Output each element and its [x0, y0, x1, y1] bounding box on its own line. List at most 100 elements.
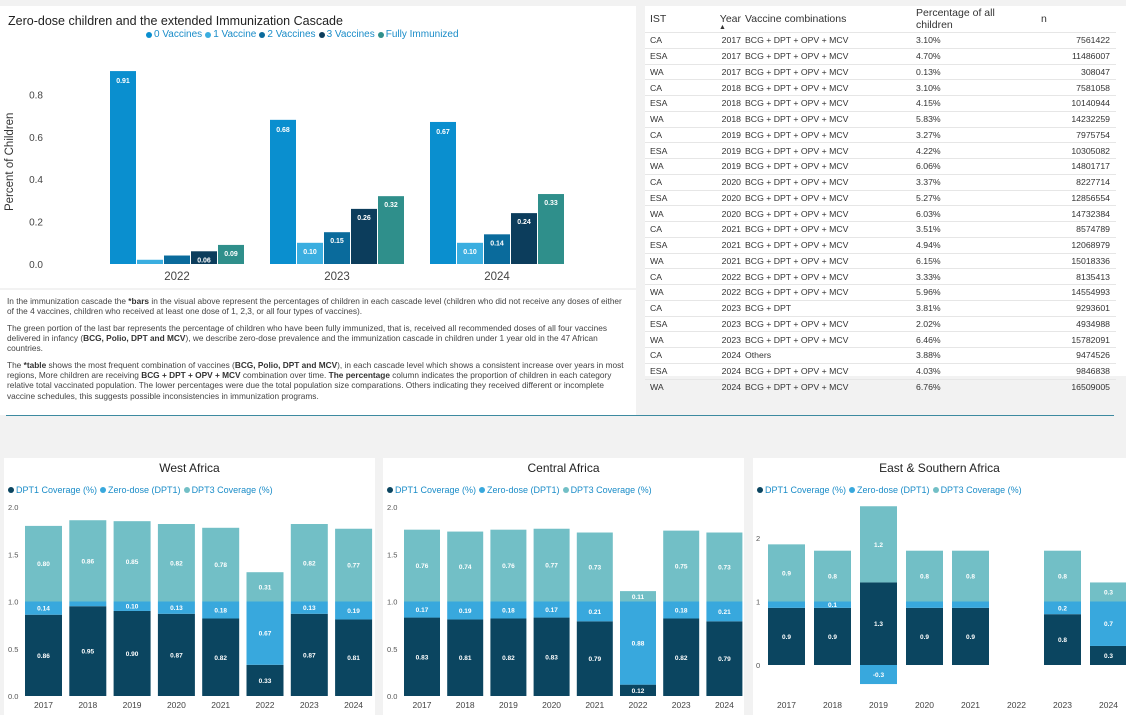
bar-0-vaccines	[110, 71, 136, 264]
legend-0-vaccines[interactable]: 0 Vaccines	[146, 29, 202, 40]
table-row[interactable]: ESA 2024 BCG + DPT + OPV + MCV 4.03% 9846838	[645, 362, 1116, 379]
stacked-bar-zero-dose	[69, 601, 107, 607]
stacked-bar-dpt1	[1044, 614, 1081, 665]
column-header-vaccine-combinations[interactable]: Vaccine combinations	[745, 13, 847, 25]
x-tick-label: 2018	[456, 700, 475, 710]
table-cell: BCG + DPT + OPV + MCV	[745, 252, 916, 269]
vaccine-table-panel: IST Year ▲ Vaccine combinations Percentag…	[645, 6, 1126, 395]
legend-3-vaccines[interactable]: 3 Vaccines	[318, 29, 375, 40]
table-row[interactable]: WA 2023 BCG + DPT + OPV + MCV 6.46% 15782091	[645, 331, 1116, 348]
table-row[interactable]: ESA 2020 BCG + DPT + OPV + MCV 5.27% 1285655…	[645, 189, 1116, 206]
stacked-bar-dpt3	[533, 528, 570, 602]
table-row[interactable]: CA 2021 BCG + DPT + OPV + MCV 3.51% 8574789	[645, 221, 1116, 238]
stacked-bar-zero-dose	[860, 665, 897, 685]
table-cell: WA	[645, 378, 716, 395]
table-row[interactable]: CA 2023 BCG + DPT 3.81% 9293601	[645, 299, 1116, 316]
table-cell: 6.46%	[916, 331, 1031, 348]
table-row[interactable]: WA 2019 BCG + DPT + OPV + MCV 6.06% 14801717	[645, 158, 1116, 175]
legend-dpt3-coverage[interactable]: DPT3 Coverage (%)	[562, 485, 652, 495]
table-row[interactable]: ESA 2021 BCG + DPT + OPV + MCV 4.94% 1206897…	[645, 236, 1116, 253]
legend-zero-dose[interactable]: Zero-dose (DPT1)	[479, 485, 560, 495]
table-cell: 2021	[716, 252, 745, 269]
stacked-bar-dpt1	[335, 619, 373, 696]
table-row[interactable]: ESA 2017 BCG + DPT + OPV + MCV 4.70% 1148600…	[645, 47, 1116, 64]
stacked-bar-dpt3	[447, 531, 484, 602]
table-row[interactable]: CA 2020 BCG + DPT + OPV + MCV 3.37% 8227714	[645, 173, 1116, 190]
column-header-percentage[interactable]: Percentage of all children	[916, 7, 995, 31]
legend-dpt1-coverage[interactable]: DPT1 Coverage (%)	[8, 485, 97, 495]
stacked-bar-zero-dose	[246, 601, 284, 665]
legend-zero-dose[interactable]: Zero-dose (DPT1)	[100, 485, 181, 495]
stacked-bar-dpt1	[952, 607, 989, 665]
legend-2-vaccines[interactable]: 2 Vaccines	[259, 29, 316, 40]
column-header-ist[interactable]: IST	[650, 13, 667, 25]
data-label: 1.2	[874, 542, 883, 549]
table-row[interactable]: ESA 2023 BCG + DPT + OPV + MCV 2.02% 4934988	[645, 315, 1116, 332]
stacked-bar-zero-dose	[952, 601, 989, 608]
legend-fully-immunized[interactable]: Fully Immunized	[377, 29, 459, 40]
section-divider	[6, 415, 1114, 416]
data-label: 0.15	[330, 238, 344, 245]
stacked-bar-dpt3	[69, 520, 107, 602]
table-row[interactable]: WA 2021 BCG + DPT + OPV + MCV 6.15% 15018336	[645, 252, 1116, 269]
data-label: 0.11	[632, 594, 645, 601]
legend-1-vaccine[interactable]: 1 Vaccine	[205, 29, 256, 40]
table-cell: ESA	[645, 142, 716, 159]
table-cell: 12856554	[1031, 189, 1116, 206]
table-row[interactable]: WA 2018 BCG + DPT + OPV + MCV 5.83% 14232259	[645, 110, 1116, 127]
column-header-n[interactable]: n	[1041, 13, 1047, 25]
table-cell: 3.88%	[916, 347, 1031, 364]
data-label: 0.13	[170, 605, 183, 612]
stacked-bar-dpt1	[860, 582, 897, 665]
legend-dpt3-coverage[interactable]: DPT3 Coverage (%)	[183, 485, 273, 495]
table-cell: BCG + DPT + OPV + MCV	[745, 268, 916, 285]
stacked-bar-zero-dose	[335, 601, 373, 620]
table-row[interactable]: ESA 2019 BCG + DPT + OPV + MCV 4.22% 1030508…	[645, 142, 1116, 159]
table-cell: 2018	[716, 95, 745, 112]
y-tick-label: 0.2	[29, 218, 43, 229]
stacked-bar-zero-dose	[157, 601, 195, 614]
west-africa-chart-panel: West Africa DPT1 Coverage (%) Zero-dose …	[4, 458, 375, 715]
table-row[interactable]: WA 2017 BCG + DPT + OPV + MCV 0.13% 308047	[645, 63, 1116, 80]
column-header-year[interactable]: Year ▲	[719, 13, 741, 31]
data-label: 0.91	[116, 78, 130, 85]
table-row[interactable]: CA 2018 BCG + DPT + OPV + MCV 3.10% 7581058	[645, 79, 1116, 96]
table-cell: WA	[645, 252, 716, 269]
bar-2-vaccines	[324, 232, 350, 264]
x-tick-label: 2023	[672, 700, 691, 710]
data-label: 0.82	[675, 655, 688, 662]
bar-0-vaccines	[270, 119, 296, 264]
table-cell: 12068979	[1031, 236, 1116, 253]
table-row[interactable]: CA 2017 BCG + DPT + OPV + MCV 3.10% 7561422	[645, 32, 1116, 49]
data-label: 0.76	[416, 563, 429, 570]
data-label: 0.14	[37, 606, 50, 613]
table-row[interactable]: WA 2020 BCG + DPT + OPV + MCV 6.03% 14732384	[645, 205, 1116, 222]
table-row[interactable]: ESA 2018 BCG + DPT + OPV + MCV 4.15% 1014094…	[645, 95, 1116, 112]
legend-dpt1-coverage[interactable]: DPT1 Coverage (%)	[387, 485, 476, 495]
legend-zero-dose[interactable]: Zero-dose (DPT1)	[849, 485, 930, 495]
stacked-bar-dpt1	[1090, 645, 1126, 665]
table-cell: 2018	[716, 79, 745, 96]
legend-dpt3-coverage[interactable]: DPT3 Coverage (%)	[932, 485, 1022, 495]
table-cell: 4.70%	[916, 47, 1031, 64]
legend-dpt1-coverage[interactable]: DPT1 Coverage (%)	[757, 485, 846, 495]
table-cell: 2024	[716, 378, 745, 395]
table-row[interactable]: WA 2022 BCG + DPT + OPV + MCV 5.96% 14554993	[645, 284, 1116, 301]
table-cell: 2018	[716, 110, 745, 127]
table-row[interactable]: CA 2022 BCG + DPT + OPV + MCV 3.33% 8135413	[645, 268, 1116, 285]
legend-label: DPT1 Coverage (%)	[16, 485, 98, 495]
data-label: 0.77	[347, 563, 360, 570]
table-cell: CA	[645, 299, 716, 316]
table-row[interactable]: CA 2019 BCG + DPT + OPV + MCV 3.27% 7975754	[645, 126, 1116, 143]
data-label: 0.09	[224, 251, 238, 258]
table-row[interactable]: CA 2024 Others 3.88% 9474526	[645, 347, 1116, 364]
table-cell: BCG + DPT + OPV + MCV	[745, 158, 916, 175]
table-cell: 11486007	[1031, 47, 1116, 64]
table-cell: 4.94%	[916, 236, 1031, 253]
data-label: 0.24	[517, 219, 531, 226]
table-cell: BCG + DPT + OPV + MCV	[745, 205, 916, 222]
stacked-bar-dpt3	[620, 591, 656, 602]
stacked-bar-dpt1	[663, 618, 700, 696]
stacked-bar-dpt1	[246, 664, 284, 696]
table-row[interactable]: WA 2024 BCG + DPT + OPV + MCV 6.76% 16509005	[645, 378, 1116, 395]
